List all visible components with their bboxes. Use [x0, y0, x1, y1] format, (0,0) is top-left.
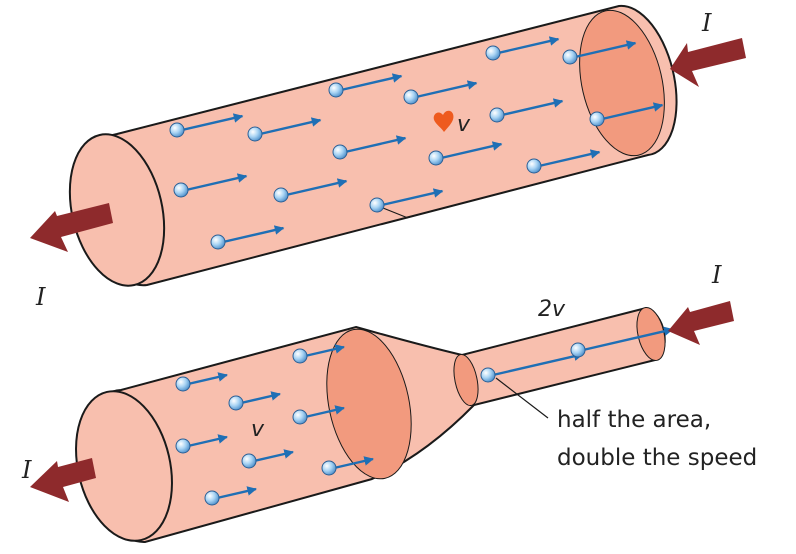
charge-carrier: [273, 187, 289, 203]
current-label-top-left: I: [35, 283, 46, 311]
charge-carrier: [369, 197, 385, 213]
velocity-arrow: [344, 135, 407, 154]
velocity-arrow: [415, 80, 478, 99]
velocity-arrow: [340, 73, 403, 92]
velocity-arrow: [492, 351, 584, 377]
charge-carrier: [589, 111, 605, 127]
charge-carrier: [173, 182, 189, 198]
current-arrow-bottom-left: [30, 458, 96, 502]
velocity-arrow: [285, 178, 348, 197]
charge-carrier: [292, 409, 308, 425]
velocity-arrow: [259, 117, 322, 136]
velocity-arrow: [333, 456, 374, 470]
charge-carrier: [241, 453, 257, 469]
charge-carrier: [292, 348, 308, 364]
velocity-arrow: [253, 449, 294, 463]
charge-carrier: [403, 89, 419, 105]
charge-pointer-line: [382, 207, 409, 219]
charge-carrier: [489, 107, 505, 123]
velocity-arrow: [187, 434, 228, 448]
charge-carrier: [332, 144, 348, 160]
velocity-label-top: v: [457, 112, 471, 137]
charge-carrier: [169, 122, 185, 138]
velocity-arrow: [574, 40, 637, 59]
current-arrows: [30, 38, 746, 502]
charge-carrier: [175, 438, 191, 454]
velocity-arrow: [304, 344, 345, 358]
velocity-arrow: [601, 102, 664, 121]
velocity-arrow: [181, 113, 244, 132]
current-label-top-right: I: [701, 9, 712, 37]
top-wire: [68, 4, 678, 287]
annotation-pointer-line: [495, 377, 549, 419]
charge-carrier: [228, 395, 244, 411]
charge-carrier: [247, 126, 263, 142]
charge-carrier: [480, 367, 496, 383]
velocity-arrow: [304, 405, 345, 419]
charge-carrier: [204, 490, 220, 506]
highlight-charge: [433, 110, 454, 132]
charge-carrier: [485, 45, 501, 61]
velocity-arrow: [187, 372, 228, 386]
charge-carrier: [321, 460, 337, 476]
velocity-arrow: [538, 149, 601, 168]
current-label-bottom-right: I: [711, 261, 722, 289]
annotation-line-1: half the area,: [557, 407, 711, 433]
charge-carrier: [428, 150, 444, 166]
top-wire-charges: [169, 36, 664, 250]
velocity-arrow: [440, 141, 503, 160]
velocity-arrow: [501, 98, 564, 117]
bottom-wire-narrow-inner-face: [453, 353, 479, 407]
velocity-label-bottom-wide: v: [251, 417, 265, 442]
charge-carrier: [175, 376, 191, 392]
charge-carrier: [210, 234, 226, 250]
velocity-arrow: [381, 188, 444, 207]
current-arrow-top-right: [670, 38, 746, 87]
charge-carrier: [570, 342, 586, 358]
velocity-arrow: [222, 225, 285, 244]
velocity-arrow: [216, 486, 257, 500]
current-arrow-top-left: [30, 203, 113, 252]
velocity-arrow: [582, 326, 674, 352]
velocity-label-bottom-narrow: 2v: [538, 297, 566, 322]
bottom-wire-charges: [175, 326, 674, 506]
velocity-arrow: [240, 391, 281, 405]
charge-carrier: [562, 49, 578, 65]
annotation-line-2: double the speed: [557, 445, 757, 471]
current-arrow-bottom-right: [668, 301, 734, 345]
velocity-arrow: [185, 173, 248, 192]
current-label-bottom-left: I: [21, 456, 32, 484]
charge-carrier: [526, 158, 542, 174]
charge-carrier: [328, 82, 344, 98]
velocity-arrow: [497, 36, 560, 55]
